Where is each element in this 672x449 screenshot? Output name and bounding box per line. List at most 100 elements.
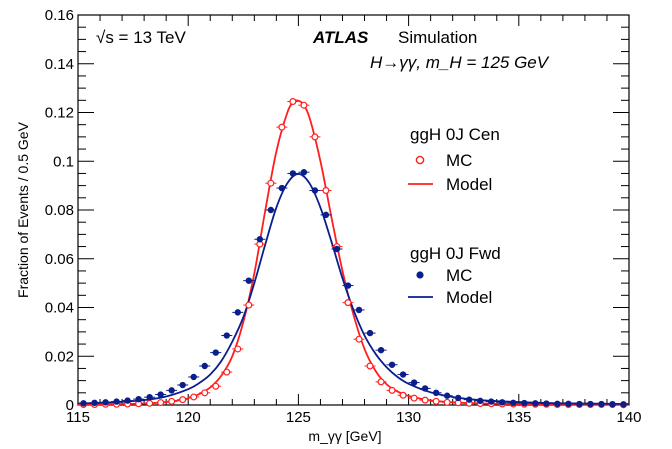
mc-point-cen (410, 394, 418, 402)
y-tick-label: 0.08 (45, 202, 74, 219)
mc-point-fwd (565, 400, 572, 407)
y-tick-label: 0.16 (45, 7, 74, 24)
mc-point-cen (190, 393, 198, 401)
plot-frame (77, 14, 630, 406)
mc-point-fwd (532, 400, 539, 407)
mc-point-fwd (510, 399, 517, 407)
mc-point-fwd (190, 373, 197, 381)
mc-point-fwd (399, 371, 407, 378)
mc-point-cen (168, 397, 176, 405)
mc-point-fwd (146, 394, 153, 401)
y-tick-label: 0 (66, 397, 74, 414)
y-tick-label: 0.12 (45, 105, 74, 122)
mc-point-fwd (377, 346, 385, 354)
mc-point-fwd (135, 395, 142, 403)
axis-ticks (77, 14, 630, 406)
y-axis-title: Fraction of Events / 0.5 GeV (15, 121, 31, 298)
y-tick-labels: 0 0.02 0.04 0.06 0.08 0.1 0.12 0.14 0.16 (45, 7, 74, 414)
legend-title-cen: ggH 0J Cen (410, 125, 500, 144)
mc-point-fwd (179, 381, 186, 389)
y-tick-label: 0.02 (45, 348, 74, 365)
mc-point-fwd (344, 282, 352, 289)
mc-point-fwd (543, 400, 550, 407)
mc-point-fwd (223, 332, 230, 339)
mc-point-fwd (366, 329, 374, 337)
mc-point-fwd (432, 389, 440, 397)
mc-point-cen (366, 362, 374, 370)
mc-point-fwd (587, 400, 594, 408)
mc-point-fwd (91, 399, 98, 407)
mc-point-fwd (124, 397, 131, 404)
mc-point-fwd (157, 391, 164, 398)
x-tick-label: 115 (66, 409, 90, 426)
mc-point-fwd (102, 399, 109, 406)
x-tick-label: 140 (616, 409, 641, 426)
mc-point-cen (377, 378, 385, 386)
legend-marker-cen-mc (415, 155, 425, 165)
model-curves (77, 99, 630, 406)
x-tick-labels: 115 120 125 130 135 140 (66, 409, 641, 426)
mc-point-fwd (267, 206, 275, 214)
experiment-label: ATLAS (312, 28, 369, 47)
mc-point-fwd (466, 396, 473, 403)
legend-title-fwd: ggH 0J Fwd (410, 244, 501, 263)
legend-entry-cen-mc: MC (446, 151, 472, 170)
mc-point-fwd (234, 309, 241, 316)
y-tick-label: 0.1 (53, 153, 74, 170)
model-curve-fwd (77, 173, 630, 405)
mc-point-cen (443, 398, 451, 406)
mc-point-cen (300, 101, 308, 109)
legend-marker-fwd-mc (416, 271, 424, 279)
mc-point-fwd (300, 169, 308, 176)
mc-point-cen (146, 399, 154, 407)
y-tick-label: 0.06 (45, 251, 74, 268)
mc-point-fwd (499, 399, 506, 406)
mc-point-cen (311, 133, 319, 141)
legend-entry-cen-model: Model (446, 175, 492, 194)
x-tick-label: 125 (286, 409, 311, 426)
x-tick-label: 120 (176, 409, 201, 426)
y-tick-label: 0.04 (45, 300, 74, 317)
mc-point-cen (245, 301, 253, 309)
mc-point-cen (399, 391, 407, 399)
x-tick-label: 130 (396, 409, 421, 426)
mc-point-cen (212, 382, 220, 390)
mc-point-cen (201, 389, 209, 397)
mc-point-fwd (355, 306, 363, 314)
mc-point-fwd (620, 401, 627, 408)
mc-points (78, 98, 629, 409)
mc-point-fwd (80, 400, 87, 407)
mc-point-fwd (245, 277, 253, 284)
x-axis-title: m_γγ [GeV] (308, 428, 381, 444)
mc-point-fwd (554, 400, 561, 407)
mc-point-fwd (278, 184, 286, 192)
mc-point-fwd (576, 400, 583, 408)
mc-point-cen (278, 123, 286, 131)
mc-point-fwd (443, 392, 451, 399)
mc-point-fwd (388, 361, 396, 368)
mc-point-fwd (477, 397, 484, 405)
legend-entry-fwd-mc: MC (446, 266, 472, 285)
mc-point-fwd (410, 379, 418, 386)
mc-point-fwd (322, 211, 330, 219)
model-curve-cen (77, 99, 629, 406)
legend-entry-fwd-model: Model (446, 288, 492, 307)
process-label: H→γγ, m_H = 125 GeV (370, 53, 550, 72)
mc-point-cen (234, 345, 242, 353)
mc-point-fwd (311, 187, 319, 194)
mc-point-cen (267, 179, 275, 187)
mc-point-cen (322, 187, 330, 195)
mc-point-cen (179, 396, 187, 404)
mc-point-fwd (454, 394, 462, 402)
mc-point-fwd (168, 387, 175, 394)
mc-point-cen (157, 399, 165, 407)
mc-point-fwd (521, 399, 528, 407)
mc-point-cen (289, 98, 297, 106)
mc-point-fwd (113, 398, 120, 405)
mc-point-cen (388, 386, 396, 394)
mc-point-fwd (609, 401, 616, 408)
x-tick-label: 135 (506, 409, 531, 426)
mc-point-cen (223, 368, 231, 376)
simulation-label: Simulation (398, 28, 477, 47)
